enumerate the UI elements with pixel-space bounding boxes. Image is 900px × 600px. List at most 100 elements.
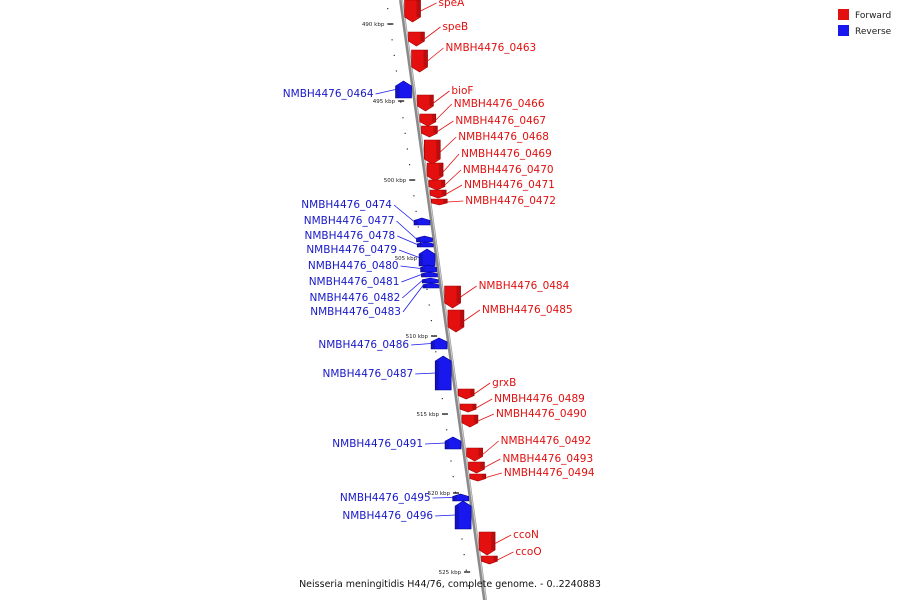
gene-label[interactable]: NMBH4476_0468: [458, 131, 549, 143]
gene-label[interactable]: bioF: [451, 85, 473, 97]
gene-NMBH4476_0494[interactable]: NMBH4476_0494: [469, 467, 595, 482]
gene-arrow[interactable]: [444, 285, 461, 309]
gene-label[interactable]: NMBH4476_0487: [323, 368, 414, 380]
gene-arrow[interactable]: [416, 241, 434, 248]
gene-label[interactable]: NMBH4476_0477: [304, 215, 395, 227]
gene-arrow[interactable]: [429, 189, 447, 199]
gene-NMBH4476_0491[interactable]: NMBH4476_0491: [332, 436, 462, 450]
gene-arrow[interactable]: [404, 0, 421, 23]
gene-NMBH4476_0493[interactable]: NMBH4476_0493: [468, 453, 593, 474]
gene-NMBH4476_0486[interactable]: NMBH4476_0486: [318, 337, 448, 351]
gene-NMBH4476_0484[interactable]: NMBH4476_0484: [444, 280, 570, 309]
gene-NMBH4476_0480[interactable]: NMBH4476_0480: [308, 260, 437, 273]
gene-label[interactable]: NMBH4476_0472: [465, 195, 556, 207]
gene-arrow[interactable]: [395, 80, 412, 99]
gene-arrow[interactable]: [457, 388, 475, 400]
gene-arrow[interactable]: [447, 309, 465, 333]
gene-label[interactable]: speA: [439, 0, 466, 9]
gene-label[interactable]: NMBH4476_0481: [309, 276, 400, 288]
gene-NMBH4476_0495[interactable]: NMBH4476_0495: [340, 492, 469, 504]
gene-label[interactable]: NMBH4476_0496: [342, 510, 433, 522]
gene-label[interactable]: NMBH4476_0479: [306, 244, 397, 256]
gene-arrow[interactable]: [461, 414, 479, 428]
gene-label[interactable]: NMBH4476_0463: [446, 42, 537, 54]
gene-bioF[interactable]: bioF: [417, 85, 473, 112]
gene-NMBH4476_0485[interactable]: NMBH4476_0485: [447, 304, 573, 333]
gene-label[interactable]: NMBH4476_0480: [308, 260, 399, 272]
gene-ccoN[interactable]: ccoN: [478, 529, 539, 556]
gene-label[interactable]: NMBH4476_0464: [283, 88, 374, 100]
gene-arrow[interactable]: [459, 403, 477, 413]
gene-arrow[interactable]: [423, 139, 441, 165]
gene-label[interactable]: NMBH4476_0485: [482, 304, 573, 316]
gene-NMBH4476_0490[interactable]: NMBH4476_0490: [461, 408, 587, 428]
gene-label[interactable]: NMBH4476_0483: [310, 306, 401, 318]
gene-label[interactable]: NMBH4476_0474: [301, 199, 392, 211]
gene-label[interactable]: NMBH4476_0493: [502, 453, 593, 465]
gene-arrow[interactable]: [430, 198, 448, 206]
gene-arrow[interactable]: [468, 461, 485, 474]
gene-NMBH4476_0481[interactable]: NMBH4476_0481: [309, 271, 438, 288]
gene-label[interactable]: grxB: [492, 377, 516, 389]
gene-label[interactable]: speB: [442, 21, 468, 33]
gene-arrow[interactable]: [469, 473, 487, 482]
gene-NMBH4476_0463[interactable]: NMBH4476_0463: [411, 42, 537, 73]
gene-arrow[interactable]: [481, 555, 498, 565]
gene-label[interactable]: NMBH4476_0495: [340, 492, 431, 504]
gene-label[interactable]: NMBH4476_0469: [461, 148, 552, 160]
gene-arrow[interactable]: [421, 271, 438, 278]
gene-NMBH4476_0470[interactable]: NMBH4476_0470: [428, 164, 554, 191]
gene-NMBH4476_0477[interactable]: NMBH4476_0477: [304, 215, 433, 243]
gene-NMBH4476_0478[interactable]: NMBH4476_0478: [305, 230, 434, 248]
gene-NMBH4476_0466[interactable]: NMBH4476_0466: [419, 98, 545, 127]
gene-label[interactable]: NMBH4476_0494: [504, 467, 595, 479]
gene-arrow[interactable]: [408, 31, 425, 47]
gene-arrow[interactable]: [478, 531, 496, 556]
gene-NMBH4476_0479[interactable]: NMBH4476_0479: [306, 244, 436, 267]
gene-NMBH4476_0483[interactable]: NMBH4476_0483: [310, 282, 440, 318]
gene-label[interactable]: NMBH4476_0482: [310, 292, 401, 304]
gene-speB[interactable]: speB: [408, 21, 468, 47]
gene-NMBH4476_0469[interactable]: NMBH4476_0469: [426, 148, 552, 182]
gene-NMBH4476_0472[interactable]: NMBH4476_0472: [430, 195, 556, 207]
gene-arrow[interactable]: [411, 49, 428, 73]
gene-arrow[interactable]: [422, 282, 440, 289]
gene-NMBH4476_0468[interactable]: NMBH4476_0468: [423, 131, 549, 165]
gene-NMBH4476_0482[interactable]: NMBH4476_0482: [310, 277, 439, 304]
gene-label[interactable]: NMBH4476_0466: [454, 98, 545, 110]
gene-label[interactable]: ccoO: [515, 546, 541, 558]
gene-NMBH4476_0492[interactable]: NMBH4476_0492: [466, 435, 592, 462]
gene-arrow[interactable]: [417, 94, 434, 112]
gene-label[interactable]: NMBH4476_0470: [463, 164, 554, 176]
gene-NMBH4476_0467[interactable]: NMBH4476_0467: [421, 115, 546, 138]
gene-label[interactable]: NMBH4476_0478: [305, 230, 396, 242]
gene-arrow[interactable]: [434, 355, 452, 391]
gene-arrow[interactable]: [426, 162, 444, 182]
gene-NMBH4476_0471[interactable]: NMBH4476_0471: [429, 179, 555, 199]
gene-label[interactable]: NMBH4476_0484: [479, 280, 570, 292]
gene-arrow[interactable]: [428, 179, 446, 191]
gene-grxB[interactable]: grxB: [457, 377, 516, 400]
gene-arrow[interactable]: [444, 436, 462, 450]
gene-arrow[interactable]: [430, 337, 448, 350]
gene-NMBH4476_0496[interactable]: NMBH4476_0496: [342, 500, 472, 530]
gene-label[interactable]: NMBH4476_0489: [494, 393, 585, 405]
gene-NMBH4476_0489[interactable]: NMBH4476_0489: [459, 393, 585, 413]
gene-label[interactable]: NMBH4476_0467: [455, 115, 546, 127]
gene-label[interactable]: NMBH4476_0491: [332, 438, 423, 450]
gene-NMBH4476_0487[interactable]: NMBH4476_0487: [323, 355, 452, 391]
gene-arrow[interactable]: [466, 447, 483, 462]
gene-arrow[interactable]: [421, 125, 438, 138]
gene-NMBH4476_0464[interactable]: NMBH4476_0464: [283, 80, 412, 100]
gene-label[interactable]: NMBH4476_0471: [464, 179, 555, 191]
gene-label[interactable]: ccoN: [513, 529, 539, 541]
gene-label[interactable]: NMBH4476_0490: [496, 408, 587, 420]
gene-label[interactable]: NMBH4476_0492: [501, 435, 592, 447]
gene-arrow[interactable]: [413, 217, 431, 226]
gene-arrow[interactable]: [454, 500, 472, 530]
gene-label[interactable]: NMBH4476_0486: [318, 339, 409, 351]
gene-NMBH4476_0474[interactable]: NMBH4476_0474: [301, 199, 431, 226]
gene-ccoO[interactable]: ccoO: [481, 546, 542, 565]
gene-arrow[interactable]: [452, 493, 469, 502]
